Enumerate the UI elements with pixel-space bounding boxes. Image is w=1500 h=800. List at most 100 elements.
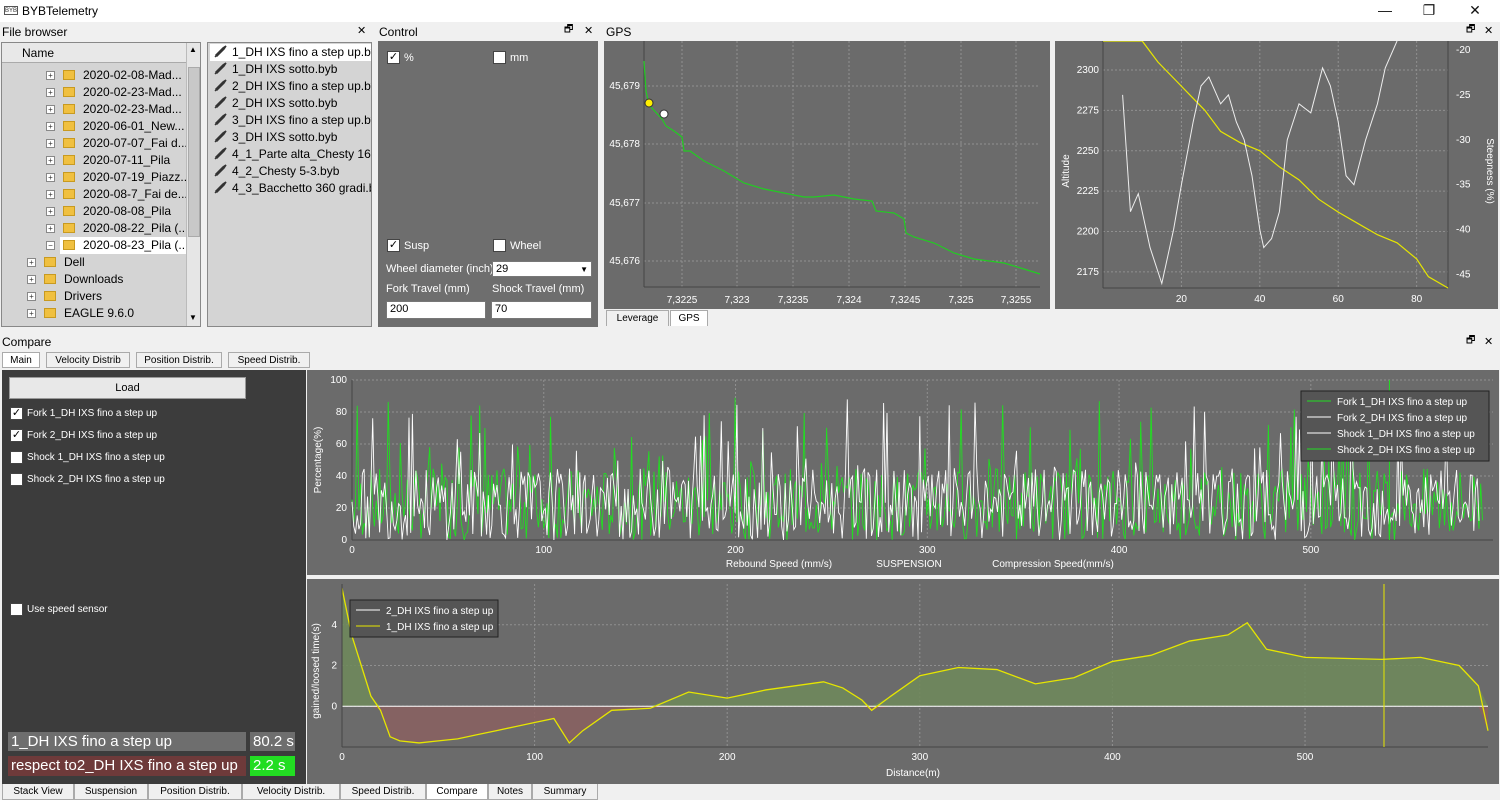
expand-icon[interactable]: + xyxy=(46,122,55,131)
file-item[interactable]: 3_DH IXS fino a step up.byb xyxy=(210,112,371,129)
compare-tab[interactable]: Speed Distrib. xyxy=(228,352,310,368)
tree-item[interactable]: +2020-07-11_Pila xyxy=(2,152,186,169)
percent-checkbox[interactable]: ✓ xyxy=(387,51,400,64)
gps-track-chart[interactable]: 45,679 45,678 45,677 45,676 7,3225 7,323 7,323… xyxy=(604,41,1050,309)
y-tick-label: 2175 xyxy=(1077,267,1100,278)
tree-item[interactable]: + Downloads xyxy=(2,271,186,288)
bottom-tab[interactable]: Suspension xyxy=(74,784,148,800)
compare-tab[interactable]: Position Distrib. xyxy=(136,352,222,368)
tree-item[interactable]: +2020-02-08-Mad... xyxy=(2,67,186,84)
tree-item[interactable]: +2020-08-7_Fai de... xyxy=(2,186,188,203)
expand-icon[interactable]: + xyxy=(46,190,55,199)
time-diff-series-line xyxy=(341,587,1489,744)
tree-item[interactable]: − 2020-08-23_Pila (... xyxy=(46,237,188,254)
compare-tab[interactable]: Velocity Distrib xyxy=(46,352,130,368)
file-item[interactable]: 2_DH IXS sotto.byb xyxy=(210,95,337,112)
bottom-tab[interactable]: Compare xyxy=(426,784,488,800)
tree-item-label: 2020-08-22_Pila (... xyxy=(83,221,189,235)
shock-travel-input[interactable]: 70 xyxy=(491,301,592,319)
float-icon[interactable]: 🗗 xyxy=(564,24,574,35)
series-checkbox[interactable]: ✓ xyxy=(10,407,23,420)
bottom-tab[interactable]: Velocity Distrib. xyxy=(242,784,340,800)
file-item-label: 4_2_Chesty 5-3.byb xyxy=(232,164,340,178)
collapse-icon[interactable]: − xyxy=(46,241,55,250)
expand-icon[interactable]: + xyxy=(46,139,55,148)
susp-checkbox[interactable]: ✓ xyxy=(387,239,400,252)
expand-icon[interactable]: + xyxy=(46,156,55,165)
expand-icon[interactable]: + xyxy=(27,275,36,284)
tree-item[interactable]: +2020-08-22_Pila (... xyxy=(2,220,189,237)
respect-value: 2.2 s xyxy=(250,756,295,776)
expand-icon[interactable]: + xyxy=(27,292,36,301)
file-item[interactable]: 1_DH IXS sotto.byb xyxy=(210,61,337,78)
y2-tick-label: -40 xyxy=(1456,225,1471,236)
minimize-button[interactable]: — xyxy=(1378,2,1392,18)
gps-tab-gps[interactable]: GPS xyxy=(670,310,708,326)
bottom-tab[interactable]: Speed Distrib. xyxy=(340,784,426,800)
bottom-tab[interactable]: Notes xyxy=(488,784,532,800)
close-icon[interactable]: ✕ xyxy=(1484,336,1494,348)
fork-travel-input[interactable]: 200 xyxy=(386,301,486,319)
gps-tab-leverage[interactable]: Leverage xyxy=(606,310,669,326)
file-list[interactable]: 1_DH IXS fino a step up.byb 1_DH IXS sott… xyxy=(207,42,372,327)
expand-icon[interactable]: + xyxy=(27,258,36,267)
series-checkbox[interactable] xyxy=(10,451,23,464)
bottom-tab[interactable]: Summary xyxy=(532,784,598,800)
wheel-checkbox[interactable] xyxy=(493,239,506,252)
maximize-button[interactable]: ❐ xyxy=(1422,2,1436,18)
tree-scroll-thumb[interactable] xyxy=(188,67,200,237)
tree-item-label: 2020-06-01_New... xyxy=(83,119,185,133)
series-checkbox[interactable]: ✓ xyxy=(10,429,23,442)
expand-icon[interactable]: + xyxy=(46,224,55,233)
altitude-chart[interactable]: 2300 2275 2250 2225 2200 2175 -20 -25 -30 -35 -40 -… xyxy=(1055,40,1498,309)
file-item[interactable]: 4_1_Parte alta_Chesty 16-9 c xyxy=(210,146,371,163)
tree-item[interactable]: +2020-07-19_Piazz... xyxy=(2,169,190,186)
close-icon[interactable]: ✕ xyxy=(1484,25,1494,37)
file-item[interactable]: 2_DH IXS fino a step up.byb xyxy=(210,78,371,95)
expand-icon[interactable]: + xyxy=(46,105,55,114)
file-item[interactable]: 4_2_Chesty 5-3.byb xyxy=(210,163,339,180)
time-comparison-panel[interactable]: 4 2 0 0 100 200 300 400 500 gained/loosed time(s)… xyxy=(307,579,1499,784)
close-icon[interactable]: ✕ xyxy=(584,25,594,37)
close-icon[interactable]: ✕ xyxy=(357,25,367,37)
tree-item[interactable]: + Dell xyxy=(2,254,186,271)
tree-column-header[interactable]: Name xyxy=(2,43,186,63)
compare-controls: Load ✓ Fork 1_DH IXS fino a step up ✓ Fork … xyxy=(2,370,306,785)
close-window-button[interactable]: ✕ xyxy=(1469,2,1481,18)
file-item[interactable]: 3_DH IXS sotto.byb xyxy=(210,129,337,146)
bottom-tab[interactable]: Position Distrib. xyxy=(148,784,242,800)
bottom-tab[interactable]: Stack View xyxy=(2,784,74,800)
series-checkbox[interactable] xyxy=(10,473,23,486)
mm-checkbox[interactable] xyxy=(493,51,506,64)
speed-distribution-panel[interactable]: 100 80 60 40 20 0 0 100 200 300 400 500 Percentage(%… xyxy=(307,370,1499,575)
tree-item[interactable]: +2020-07-07_Fai d... xyxy=(2,135,188,152)
expand-icon[interactable]: + xyxy=(46,71,55,80)
wheel-diameter-select[interactable]: 29 ▼ xyxy=(492,261,592,277)
y-tick-label: 40 xyxy=(336,471,348,482)
gps-map-panel[interactable]: 45,679 45,678 45,677 45,676 7,3225 7,323 7,323… xyxy=(604,41,1050,309)
tree-item[interactable]: + Drivers xyxy=(2,288,186,305)
compare-tab[interactable]: Main xyxy=(2,352,40,368)
load-button[interactable]: Load xyxy=(9,377,246,399)
float-icon[interactable]: 🗗 xyxy=(1466,24,1476,35)
expand-icon[interactable]: + xyxy=(46,207,55,216)
tree-item[interactable]: +2020-02-23-Mad... xyxy=(2,84,186,101)
tree-item[interactable]: +2020-08-08_Pila xyxy=(2,203,186,220)
scroll-up-icon[interactable]: ▲ xyxy=(189,45,197,54)
float-icon[interactable]: 🗗 xyxy=(1466,335,1476,346)
tree-item[interactable]: +2020-06-01_New... xyxy=(2,118,186,135)
expand-icon[interactable]: + xyxy=(27,309,36,318)
tree-item[interactable]: + EAGLE 9.6.0 xyxy=(2,305,186,322)
expand-icon[interactable]: + xyxy=(46,173,55,182)
expand-icon[interactable]: + xyxy=(46,88,55,97)
tree-scrollbar[interactable]: ▲ ▼ xyxy=(186,43,200,326)
file-item[interactable]: 1_DH IXS fino a step up.byb xyxy=(210,44,371,61)
tree-item[interactable]: +2020-02-23-Mad... xyxy=(2,101,186,118)
folder-tree[interactable]: Name +2020-02-08-Mad... +2020-02-23-Mad..… xyxy=(1,42,201,327)
scroll-down-icon[interactable]: ▼ xyxy=(189,313,197,322)
altitude-panel[interactable]: 2300 2275 2250 2225 2200 2175 -20 -25 -30 -35 -40 -… xyxy=(1055,40,1498,309)
file-item[interactable]: 4_3_Bacchetto 360 gradi.byb xyxy=(210,180,371,197)
speed-sensor-checkbox[interactable] xyxy=(10,603,23,616)
